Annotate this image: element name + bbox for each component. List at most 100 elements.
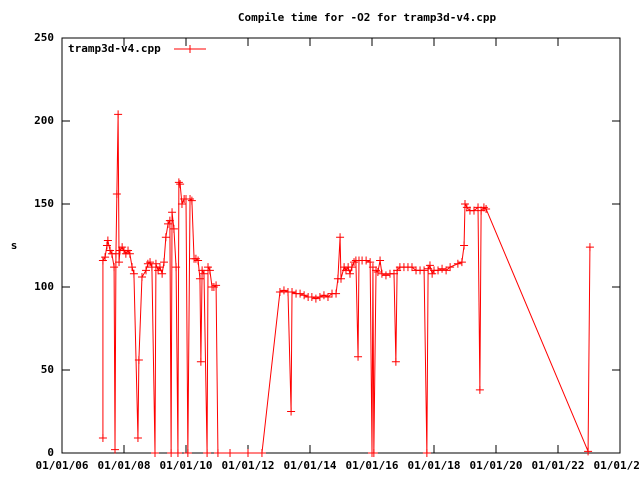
x-tick-label: 01/01/22 bbox=[532, 459, 585, 472]
point bbox=[137, 273, 146, 282]
point bbox=[350, 258, 359, 267]
legend-label: tramp3d-v4.cpp bbox=[68, 42, 161, 55]
y-axis-label: s bbox=[11, 239, 18, 252]
x-tick-label: 01/01/18 bbox=[408, 459, 461, 472]
point bbox=[174, 178, 183, 187]
point bbox=[194, 256, 203, 265]
point bbox=[461, 200, 469, 208]
point bbox=[112, 190, 121, 199]
point bbox=[147, 263, 156, 272]
point bbox=[124, 246, 133, 255]
point bbox=[381, 271, 390, 280]
point bbox=[428, 269, 437, 278]
point bbox=[279, 286, 288, 295]
point bbox=[482, 204, 491, 213]
x-tick-label: 01/01/16 bbox=[346, 459, 399, 472]
point bbox=[167, 449, 176, 457]
point bbox=[161, 233, 170, 242]
point bbox=[106, 246, 115, 255]
point bbox=[244, 449, 252, 457]
point bbox=[366, 258, 375, 267]
x-tick-label: 01/01/20 bbox=[470, 459, 523, 472]
point bbox=[424, 264, 433, 273]
point bbox=[377, 269, 386, 278]
point bbox=[142, 266, 151, 275]
point bbox=[151, 259, 160, 268]
point bbox=[420, 266, 429, 275]
point bbox=[114, 110, 123, 119]
point bbox=[307, 292, 316, 301]
point bbox=[442, 266, 451, 275]
point bbox=[584, 447, 593, 456]
point bbox=[336, 233, 345, 242]
legend-marker bbox=[186, 45, 194, 53]
point bbox=[422, 449, 431, 457]
point bbox=[460, 241, 469, 250]
point bbox=[204, 263, 213, 272]
point bbox=[345, 269, 354, 278]
y-tick-label: 150 bbox=[34, 197, 54, 210]
point bbox=[165, 216, 174, 225]
point bbox=[155, 263, 164, 272]
point bbox=[212, 281, 221, 290]
point bbox=[205, 266, 214, 275]
point bbox=[296, 289, 305, 298]
point bbox=[125, 249, 134, 258]
point bbox=[311, 294, 320, 303]
x-tick-label: 01/01/24 bbox=[594, 459, 640, 472]
point bbox=[203, 449, 212, 457]
point bbox=[168, 208, 177, 217]
point bbox=[101, 253, 110, 262]
point bbox=[369, 449, 378, 457]
point bbox=[376, 256, 385, 265]
point bbox=[195, 274, 204, 283]
point bbox=[134, 356, 143, 365]
point bbox=[176, 180, 185, 189]
point bbox=[300, 291, 309, 300]
x-tick-label: 01/01/06 bbox=[36, 459, 89, 472]
y-tick-label: 100 bbox=[34, 280, 54, 293]
point bbox=[288, 287, 297, 296]
point bbox=[102, 241, 111, 250]
point bbox=[146, 258, 155, 267]
point bbox=[115, 258, 124, 267]
point bbox=[287, 407, 296, 416]
y-tick-label: 250 bbox=[34, 31, 54, 44]
point bbox=[372, 266, 381, 275]
point bbox=[457, 258, 466, 267]
y-tick-label: 200 bbox=[34, 114, 54, 127]
point bbox=[407, 263, 416, 272]
point bbox=[133, 434, 142, 443]
point bbox=[158, 269, 167, 278]
point bbox=[98, 256, 107, 265]
point bbox=[332, 289, 341, 298]
point bbox=[186, 195, 195, 204]
point bbox=[129, 269, 138, 278]
point bbox=[347, 263, 356, 272]
point bbox=[319, 291, 328, 300]
x-tick-label: 01/01/12 bbox=[222, 459, 275, 472]
x-tick-label: 01/01/10 bbox=[160, 459, 213, 472]
plot-border bbox=[61, 37, 621, 454]
point bbox=[164, 219, 173, 228]
point bbox=[213, 449, 222, 457]
point bbox=[425, 261, 434, 270]
point bbox=[143, 259, 152, 268]
point bbox=[198, 266, 207, 275]
point bbox=[362, 256, 371, 265]
point bbox=[337, 274, 345, 283]
series-line bbox=[102, 114, 591, 454]
point bbox=[585, 243, 594, 252]
point bbox=[118, 243, 127, 252]
point bbox=[469, 206, 478, 215]
point bbox=[183, 449, 192, 457]
point bbox=[191, 254, 200, 263]
x-tick-label: 01/01/08 bbox=[98, 459, 151, 472]
point bbox=[98, 434, 107, 443]
point bbox=[315, 292, 324, 301]
point bbox=[196, 357, 205, 366]
y-tick-label: 0 bbox=[47, 446, 54, 459]
point bbox=[110, 263, 119, 272]
chart-title: Compile time for -O2 for tramp3d-v4.cpp bbox=[238, 11, 497, 24]
